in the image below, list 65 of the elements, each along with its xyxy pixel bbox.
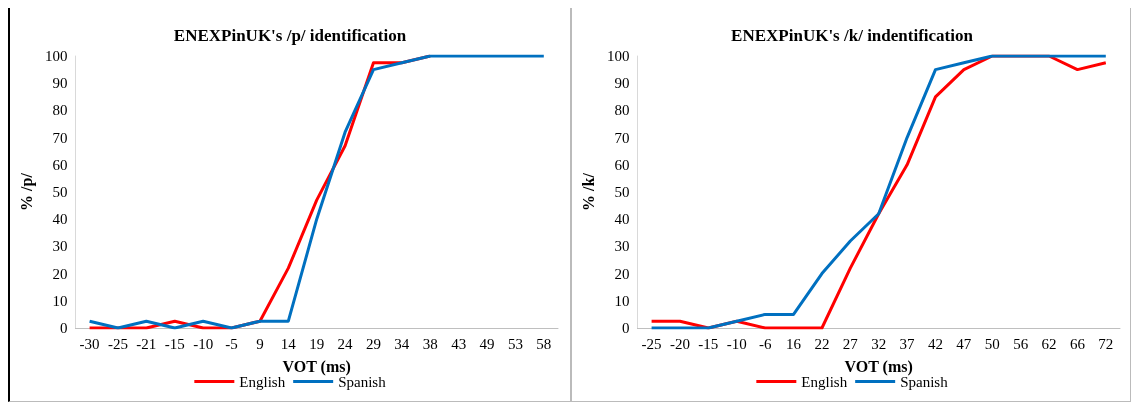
x-tick-label: 9 xyxy=(256,335,264,352)
y-tick-label: 40 xyxy=(614,211,630,228)
legend-label: English xyxy=(801,373,848,390)
x-tick-label: 72 xyxy=(1098,335,1114,352)
y-axis-title: % /p/ xyxy=(17,172,36,211)
x-tick-label: 66 xyxy=(1069,335,1086,352)
x-tick-label: 50 xyxy=(984,335,1000,352)
x-tick-label: -6 xyxy=(758,335,772,352)
legend-label: English xyxy=(239,373,286,390)
y-tick-label: 20 xyxy=(614,265,630,282)
x-tick-label: 62 xyxy=(1041,335,1057,352)
line-series xyxy=(88,54,546,330)
x-tick-label: 22 xyxy=(814,335,830,352)
x-axis-title: VOT (ms) xyxy=(844,357,913,376)
x-tick-label: 56 xyxy=(1013,335,1029,352)
y-tick-label: 50 xyxy=(52,184,68,200)
y-tick-label: 10 xyxy=(614,292,630,309)
x-tick-label: 47 xyxy=(956,335,972,352)
x-tick-label: 19 xyxy=(309,335,325,352)
x-axis-title: VOT (ms) xyxy=(282,357,351,376)
x-tick-label: 58 xyxy=(536,335,552,352)
y-tick-label: 100 xyxy=(606,48,630,64)
x-tick-label: -25 xyxy=(641,335,662,352)
y-tick-label: 20 xyxy=(52,265,68,282)
x-tick-label: -25 xyxy=(107,335,128,352)
x-tick-label: 53 xyxy=(507,335,523,352)
x-tick-label: 43 xyxy=(451,335,467,352)
y-tick-label: 10 xyxy=(52,292,68,309)
y-tick-label: 90 xyxy=(52,75,68,92)
y-tick-label: 0 xyxy=(59,320,68,336)
chart-title: ENEXPinUK's /k/ indentification xyxy=(731,26,974,45)
x-tick-label: 14 xyxy=(280,335,297,352)
x-tick-label: 27 xyxy=(842,335,859,352)
y-tick-label: 70 xyxy=(52,129,68,146)
y-tick-label: 90 xyxy=(614,75,630,92)
y-tick-label: 70 xyxy=(614,129,630,146)
y-tick-label: 40 xyxy=(52,211,68,228)
y-tick-label: 50 xyxy=(614,184,630,200)
x-tick-label: -30 xyxy=(79,335,100,352)
y-tick-label: 30 xyxy=(614,238,630,255)
x-tick-label: -10 xyxy=(726,335,747,352)
x-tick-label: 16 xyxy=(786,335,802,352)
x-tick-label: 34 xyxy=(394,335,410,352)
chart-title: ENEXPinUK's /p/ identification xyxy=(173,26,407,45)
y-tick-label: 0 xyxy=(621,320,630,336)
y-tick-label: 80 xyxy=(52,102,68,119)
y-tick-label: 100 xyxy=(44,48,68,64)
y-tick-label: 80 xyxy=(614,102,630,119)
y-tick-label: 60 xyxy=(614,156,630,173)
y-axis-title: % /k/ xyxy=(579,172,597,211)
x-tick-label: 42 xyxy=(927,335,943,352)
x-tick-label: -21 xyxy=(136,335,157,352)
x-tick-label: -20 xyxy=(669,335,690,352)
y-tick-label: 30 xyxy=(52,238,68,255)
x-tick-label: -15 xyxy=(164,335,185,352)
x-tick-label: 37 xyxy=(899,335,916,352)
x-tick-label: 32 xyxy=(871,335,887,352)
x-tick-label: -5 xyxy=(225,335,238,352)
x-tick-label: 38 xyxy=(422,335,438,352)
x-tick-label: -15 xyxy=(698,335,719,352)
x-tick-label: 24 xyxy=(337,335,354,352)
x-tick-label: 49 xyxy=(479,335,495,352)
x-tick-label: 29 xyxy=(365,335,381,352)
y-tick-label: 60 xyxy=(52,156,68,173)
x-tick-label: -10 xyxy=(193,335,214,352)
